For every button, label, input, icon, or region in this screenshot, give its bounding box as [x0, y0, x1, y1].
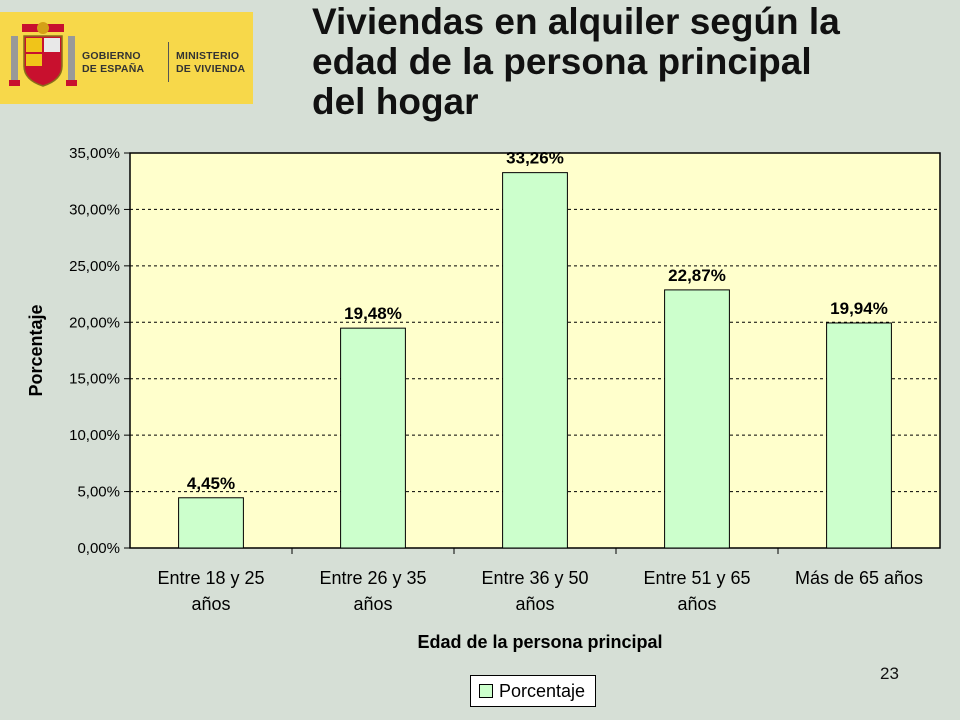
bar — [178, 497, 244, 549]
page-number: 23 — [880, 664, 899, 683]
x-tick-label: Entre 26 y 35 — [319, 568, 426, 588]
y-tick-label: 20,00% — [69, 314, 120, 331]
y-tick-label: 5,00% — [77, 484, 120, 501]
data-label: 19,94% — [830, 299, 888, 318]
bar — [502, 172, 568, 549]
legend-swatch — [479, 684, 493, 698]
bar — [664, 289, 730, 549]
y-tick-label: 10,00% — [69, 427, 120, 444]
data-label: 4,45% — [187, 474, 235, 493]
x-tick-label: años — [677, 594, 716, 614]
logo-separator — [168, 42, 169, 82]
x-tick-label: Entre 18 y 25 — [157, 568, 264, 588]
y-tick-label: 35,00% — [69, 145, 120, 162]
y-tick-label: 15,00% — [69, 371, 120, 388]
title-line-1: Viviendas en alquiler según la — [312, 1, 840, 42]
x-axis-label: Edad de la persona principal — [417, 632, 662, 652]
bar — [826, 322, 892, 549]
y-tick-label: 25,00% — [69, 258, 120, 275]
logo-gobierno-text: GOBIERNO DE ESPAÑA — [82, 50, 145, 75]
slide-title: Viviendas en alquiler según la edad de l… — [312, 2, 952, 122]
x-tick-label: años — [353, 594, 392, 614]
coat-of-arms-icon — [9, 22, 77, 87]
x-tick-label: Más de 65 años — [795, 568, 923, 588]
data-label: 33,26% — [506, 149, 564, 168]
y-tick-label: 30,00% — [69, 201, 120, 218]
y-tick-label: 0,00% — [77, 540, 120, 557]
title-line-2: edad de la persona principal — [312, 41, 812, 82]
title-line-3: del hogar — [312, 81, 479, 122]
logo-ministerio-text: MINISTERIO DE VIVIENDA — [176, 50, 246, 75]
government-logo: GOBIERNO DE ESPAÑA MINISTERIO DE VIVIEND… — [0, 12, 253, 104]
data-label: 22,87% — [668, 266, 726, 285]
x-tick-label: Entre 36 y 50 — [481, 568, 588, 588]
x-tick-label: Entre 51 y 65 — [643, 568, 750, 588]
bar — [340, 327, 406, 549]
chart-legend: Porcentaje — [470, 675, 596, 707]
y-axis-label: Porcentaje — [26, 304, 46, 396]
legend-label: Porcentaje — [499, 680, 586, 701]
data-label: 19,48% — [344, 304, 402, 323]
x-tick-label: años — [191, 594, 230, 614]
x-tick-label: años — [515, 594, 554, 614]
